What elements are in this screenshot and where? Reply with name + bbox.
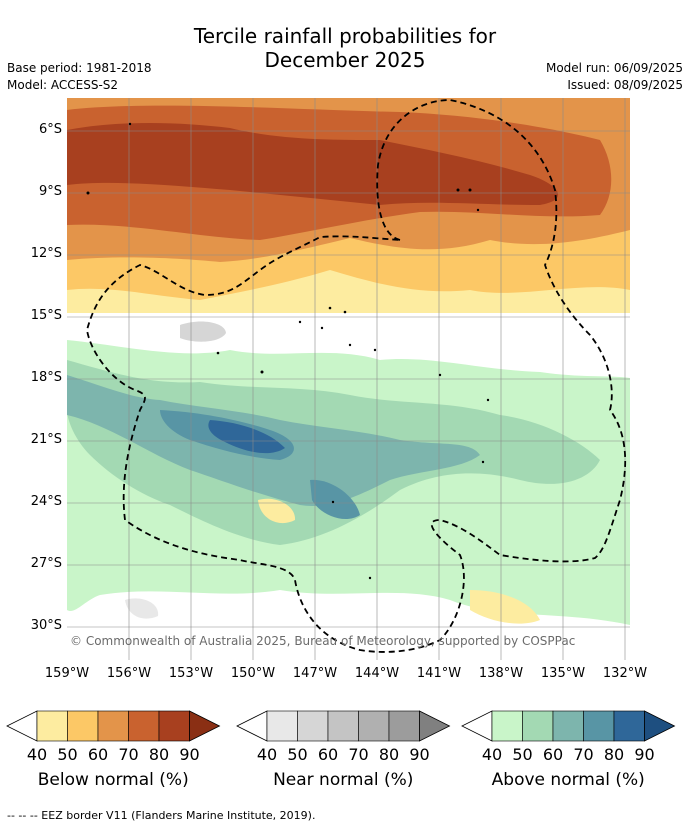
legend-tick-label: 50 — [512, 745, 533, 764]
meta-left: Base period: 1981-2018 Model: ACCESS-S2 — [7, 60, 152, 94]
legend-swatch — [388, 710, 420, 742]
legend-swatch — [491, 710, 523, 742]
legend-below-normal — [6, 710, 221, 742]
legend-swatch — [67, 710, 99, 742]
legend-swatch — [358, 710, 390, 742]
legend-tick-label: 70 — [348, 745, 369, 764]
legend-swatch — [36, 710, 68, 742]
lat-label: 6°S — [38, 122, 62, 137]
legend-swatch — [128, 710, 160, 742]
map-title-line-1: Tercile rainfall probabilities for — [193, 24, 497, 48]
legend-tick-label: 50 — [287, 745, 308, 764]
lat-label: 24°S — [30, 494, 62, 509]
lon-label: 159°W — [44, 666, 90, 681]
legend-over-triangle — [189, 710, 221, 742]
legend-tick-label: 80 — [148, 745, 170, 764]
legend-under-triangle — [461, 710, 493, 742]
legend-swatch — [297, 710, 329, 742]
lon-label: 153°W — [168, 666, 214, 681]
legend-tick-label: 90 — [179, 745, 200, 764]
legend-tick-label: 90 — [634, 745, 655, 764]
islands — [86, 122, 490, 580]
eez-border-note: -- -- -- EEZ border V11 (Flanders Marine… — [7, 809, 316, 822]
legend-tick-label: 50 — [57, 745, 78, 764]
legend-near-normal — [236, 710, 451, 742]
copyright-notice: © Commonwealth of Australia 2025, Bureau… — [70, 634, 576, 648]
legend-tick-label: 60 — [542, 745, 564, 764]
lat-label: 21°S — [30, 432, 62, 447]
below-40-patch — [470, 590, 540, 624]
issued-date: Issued: 08/09/2025 — [567, 78, 683, 92]
lat-label: 18°S — [30, 370, 62, 385]
legend-title: Below normal (%) — [37, 770, 189, 790]
lon-label: 147°W — [292, 666, 338, 681]
lat-label: 9°S — [38, 184, 62, 199]
legend-title: Above normal (%) — [491, 770, 645, 790]
legend-tick-label: 80 — [378, 745, 400, 764]
legend-swatch — [158, 710, 190, 742]
legend-under-triangle — [236, 710, 268, 742]
legend-swatch — [327, 710, 359, 742]
legend-title: Near normal (%) — [273, 770, 414, 790]
lon-label: 144°W — [354, 666, 400, 681]
model-run: Model run: 06/09/2025 — [545, 61, 683, 75]
legend-tick-label: 60 — [87, 745, 109, 764]
legend-under-triangle — [6, 710, 38, 742]
map-title-line-2: December 2025 — [264, 48, 426, 72]
lon-label: 135°W — [540, 666, 586, 681]
legend-over-triangle — [419, 710, 451, 742]
map-field — [67, 98, 630, 660]
below-40-patch — [258, 498, 296, 524]
legend-swatch — [522, 710, 554, 742]
model-name: Model: ACCESS-S2 — [7, 78, 119, 92]
lon-label: 156°W — [106, 666, 152, 681]
lat-label: 30°S — [30, 618, 62, 633]
legend-swatch — [266, 710, 298, 742]
near-normal-patch — [125, 598, 159, 619]
lon-label: 138°W — [478, 666, 524, 681]
lat-label: 27°S — [30, 556, 62, 571]
legend-swatch — [613, 710, 645, 742]
legend-swatch — [552, 710, 584, 742]
lon-label: 141°W — [416, 666, 462, 681]
meta-right: Model run: 06/09/2025 Issued: 08/09/2025 — [546, 60, 683, 94]
legend-swatch — [97, 710, 129, 742]
near-normal-patch — [180, 321, 226, 342]
legend-above-normal — [461, 710, 676, 742]
map-title: Tercile rainfall probabilities for Decem… — [0, 24, 690, 72]
legend-tick-label: 80 — [603, 745, 625, 764]
legend-tick-label: 90 — [409, 745, 430, 764]
below-80-region — [67, 123, 559, 205]
legend-swatch — [583, 710, 615, 742]
legend-tick-label: 40 — [256, 745, 278, 764]
above-70-region — [310, 479, 360, 520]
lat-label: 15°S — [30, 308, 62, 323]
lon-label: 132°W — [602, 666, 648, 681]
gridlines — [67, 98, 630, 660]
above-80-region — [208, 420, 285, 454]
legend-tick-label: 70 — [118, 745, 139, 764]
legend-tick-label: 40 — [26, 745, 48, 764]
base-period: Base period: 1981-2018 — [7, 61, 152, 75]
legend-tick-label: 40 — [481, 745, 503, 764]
lon-label: 150°W — [230, 666, 276, 681]
eez-borders — [86, 99, 627, 653]
legend-tick-label: 60 — [317, 745, 339, 764]
legend-over-triangle — [644, 710, 676, 742]
lat-label: 12°S — [30, 246, 62, 261]
legend-tick-label: 70 — [573, 745, 594, 764]
